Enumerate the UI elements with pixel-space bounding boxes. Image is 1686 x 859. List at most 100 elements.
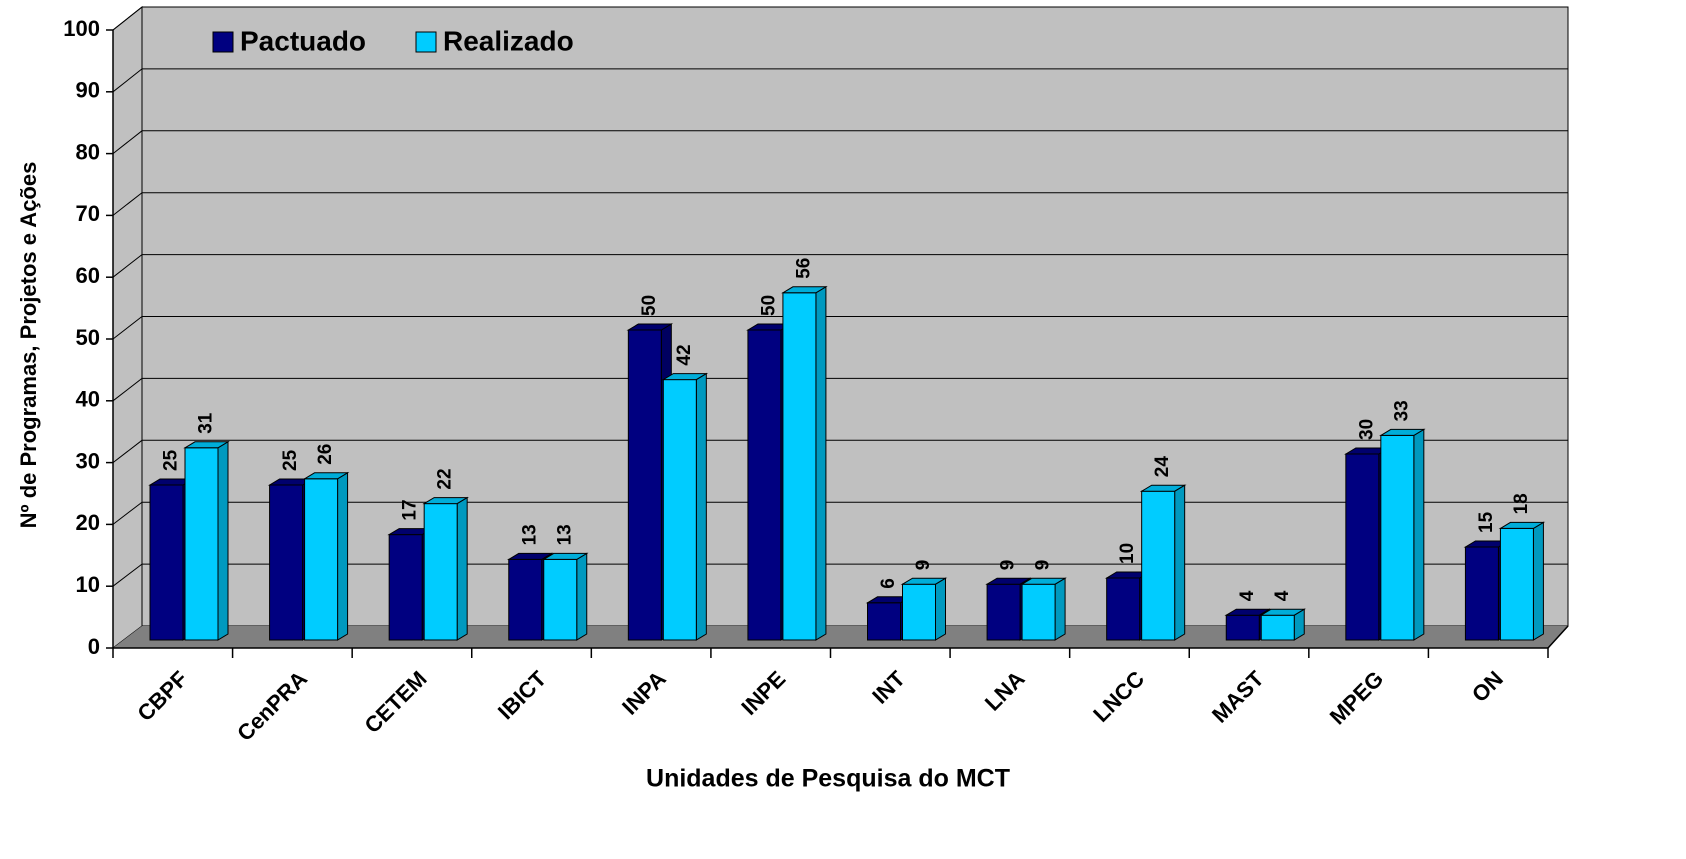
grid-line	[112, 68, 1568, 93]
y-tick-label: 80	[76, 139, 100, 164]
bar-side	[1413, 428, 1425, 641]
y-tick-label: 90	[76, 78, 100, 103]
bar	[747, 329, 782, 641]
value-label: 18	[1511, 493, 1532, 514]
value-label: 24	[1152, 456, 1173, 478]
bar	[1380, 434, 1415, 641]
bar	[662, 379, 697, 641]
bar	[986, 583, 1021, 641]
grid-line	[112, 377, 1568, 402]
bar	[1499, 527, 1534, 641]
value-label: 25	[280, 449, 301, 471]
value-label: 25	[161, 449, 182, 471]
bar	[1106, 577, 1141, 641]
value-label: 50	[639, 295, 660, 316]
grid-line	[112, 6, 1568, 31]
bar	[1225, 614, 1260, 641]
bar-top	[541, 552, 589, 560]
bar-top	[1379, 428, 1426, 436]
bar	[149, 484, 184, 641]
legend-label: Pactuado	[240, 25, 366, 56]
value-label: 6	[878, 578, 899, 589]
x-tick-label: LNCC	[1088, 666, 1149, 727]
bar	[184, 447, 219, 641]
bar-side	[1532, 521, 1544, 641]
grid-line	[112, 192, 1568, 216]
bar	[508, 558, 543, 641]
bar-side	[695, 372, 707, 641]
bar-top	[1139, 484, 1187, 492]
value-label: 15	[1476, 511, 1497, 533]
bar	[867, 602, 901, 641]
bar	[543, 558, 578, 641]
y-tick-label: 50	[76, 325, 100, 350]
bar-side	[935, 577, 946, 641]
legend-swatch	[415, 31, 437, 53]
bar-side	[217, 440, 229, 641]
bar-top	[1020, 577, 1067, 585]
value-label: 4	[1272, 590, 1293, 601]
bar-side	[815, 285, 827, 641]
grid-line	[112, 316, 1568, 340]
x-tick-label: MPEG	[1325, 666, 1388, 729]
grid-line	[112, 501, 1568, 525]
x-tick-label: MAST	[1207, 666, 1269, 728]
value-label: 9	[913, 560, 934, 571]
x-axis-depth	[1547, 625, 1569, 649]
bar-top	[661, 373, 709, 381]
bar-top	[781, 286, 828, 294]
value-label: 50	[758, 295, 779, 316]
bar-top	[302, 472, 350, 480]
value-label: 13	[554, 524, 575, 545]
grid-line	[112, 130, 1568, 154]
bar-side	[456, 496, 468, 641]
y-tick-label: 70	[76, 201, 100, 226]
bar	[1260, 614, 1295, 641]
x-tick-label: INPE	[736, 666, 790, 720]
value-label: 42	[674, 344, 695, 365]
bar-side	[1054, 577, 1066, 641]
bar	[304, 478, 339, 641]
x-tick-label: IBICT	[493, 666, 552, 725]
bar	[388, 534, 423, 641]
bar	[902, 583, 936, 641]
y-tick-label: 0	[88, 634, 100, 659]
grid-line	[112, 439, 1568, 463]
x-axis-title: Unidades de Pesquisa do MCT	[646, 765, 1010, 793]
bar-top	[1498, 521, 1546, 529]
legend-label: Realizado	[443, 25, 574, 56]
bar-top	[506, 552, 554, 560]
bar	[269, 484, 304, 641]
bar-top	[985, 577, 1032, 585]
bar-top	[183, 441, 230, 449]
x-tick-label: CenPRA	[232, 666, 312, 746]
value-label: 26	[315, 444, 336, 465]
value-label: 56	[793, 258, 814, 279]
y-tick-label: 60	[76, 263, 100, 288]
y-tick-label: 30	[76, 448, 100, 473]
value-label: 17	[400, 499, 421, 520]
grid-line	[112, 563, 1568, 587]
bar	[1021, 583, 1056, 641]
y-tick-label: 100	[63, 16, 100, 41]
value-label: 9	[998, 560, 1019, 571]
value-label: 33	[1391, 400, 1412, 421]
bar	[1141, 490, 1176, 641]
bar	[627, 329, 662, 641]
y-tick-label: 40	[76, 387, 100, 412]
x-tick-label: ON	[1467, 666, 1508, 707]
x-tick-label: CETEM	[359, 666, 431, 738]
value-label: 4	[1237, 590, 1258, 601]
bar-side	[1174, 484, 1186, 641]
bar	[782, 292, 817, 641]
x-tick-label: LNA	[980, 666, 1030, 716]
floor	[113, 626, 1568, 648]
bar	[1345, 453, 1380, 641]
grid-line	[112, 254, 1568, 278]
bar	[1464, 546, 1499, 641]
bar-side	[337, 471, 349, 641]
value-label: 9	[1033, 560, 1054, 571]
value-label: 31	[196, 412, 217, 434]
bar-top	[422, 497, 469, 505]
